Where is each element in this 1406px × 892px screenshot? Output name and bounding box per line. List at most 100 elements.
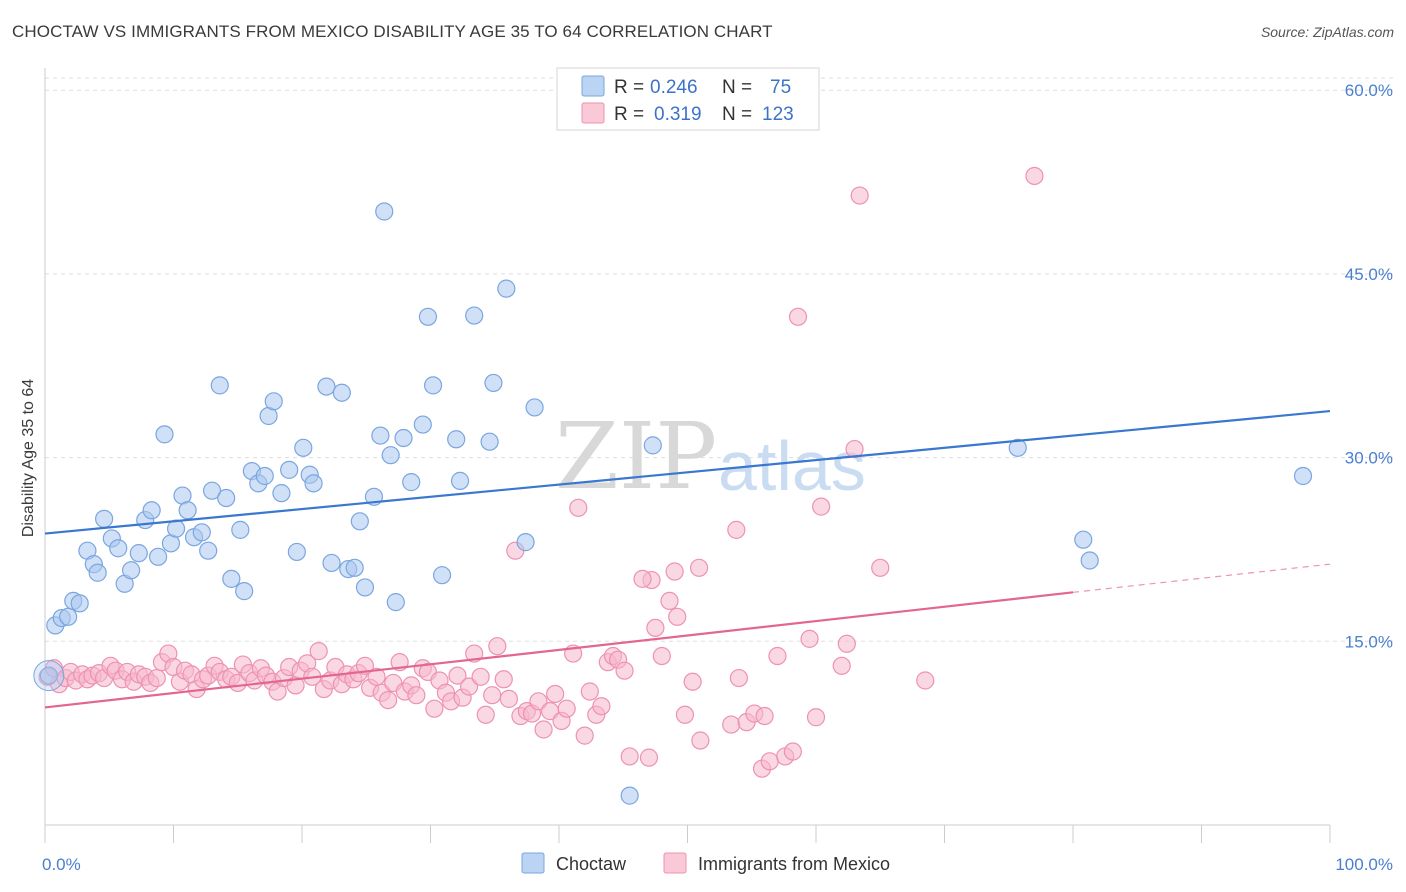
choctaw-point-55 <box>402 473 421 492</box>
choctaw-point-42 <box>304 474 323 493</box>
choctaw-point-72 <box>1074 530 1093 549</box>
choctaw-point-54 <box>394 428 413 448</box>
legend-r-label-1: R = <box>614 77 644 98</box>
mexico-point-123 <box>633 569 652 588</box>
choctaw-point-56 <box>413 415 432 434</box>
choctaw-point-9 <box>95 509 114 528</box>
choctaw-point-48 <box>350 512 369 531</box>
bottom-legend-swatch-mexico <box>663 852 687 874</box>
mexico-point-78 <box>488 637 507 656</box>
choctaw-point-67 <box>525 398 544 417</box>
mexico-point-100 <box>615 661 634 680</box>
y-axis-label: Disability Age 35 to 64 <box>20 379 37 537</box>
mexico-point-102 <box>639 748 659 767</box>
mexico-point-73 <box>459 677 479 696</box>
mexico-point-125 <box>727 520 746 539</box>
legend-swatch-choctaw <box>581 75 605 97</box>
choctaw-point-66 <box>516 533 535 552</box>
bottom-legend-label-mexico: Immigrants from Mexico <box>698 854 890 874</box>
choctaw-point-45 <box>332 383 351 402</box>
choctaw-point-29 <box>222 569 241 588</box>
choctaw-point-71 <box>1008 438 1027 457</box>
mexico-point-96 <box>592 697 611 716</box>
choctaw-point-11 <box>109 539 128 558</box>
mexico-point-109 <box>691 731 710 750</box>
mexico-point-134 <box>850 186 869 205</box>
chart-title: CHOCTAW VS IMMIGRANTS FROM MEXICO DISABI… <box>12 22 773 41</box>
choctaw-point-37 <box>272 484 291 503</box>
mexico-point-127 <box>665 562 684 581</box>
mexico-point-67 <box>425 699 444 718</box>
x-tick-label-1: 100.0% <box>1335 855 1393 874</box>
mexico-point-59 <box>378 690 398 710</box>
axes <box>44 68 1331 843</box>
choctaw-point-58 <box>423 376 443 395</box>
mexico-point-94 <box>580 682 599 701</box>
mexico-point-105 <box>660 591 679 611</box>
mexico-point-93 <box>575 726 594 745</box>
mexico-point-106 <box>668 607 687 626</box>
choctaw-point-large <box>33 660 65 692</box>
y-tick-label-2: 45.0% <box>1345 265 1393 284</box>
trend-lines <box>44 409 1331 709</box>
trend-line-mexico <box>44 591 1074 709</box>
choctaw-point-28 <box>217 488 236 508</box>
mexico-point-79 <box>494 670 513 689</box>
choctaw-point-57 <box>418 307 438 326</box>
mexico-point-122 <box>837 634 856 653</box>
choctaw-point-30 <box>231 520 250 539</box>
choctaw-point-27 <box>210 376 229 395</box>
choctaw-point-49 <box>355 578 375 597</box>
choctaw-point-44 <box>322 553 341 573</box>
choctaw-point-22 <box>178 501 197 520</box>
legend-n-value-2: 123 <box>762 104 794 125</box>
choctaw-point-31 <box>235 582 254 601</box>
mexico-point-118 <box>783 742 802 761</box>
choctaw-point-52 <box>381 446 400 465</box>
choctaw-point-64 <box>484 373 503 393</box>
mexico-point-75 <box>471 667 490 686</box>
y-tick-label-0: 15.0% <box>1345 632 1393 651</box>
choctaw-point-16 <box>142 501 161 520</box>
mexico-point-92 <box>569 498 588 517</box>
choctaw-point-0 <box>39 666 58 685</box>
mexico-point-64 <box>407 686 426 705</box>
choctaw-point-38 <box>280 460 299 479</box>
mexico-point-124 <box>689 558 709 577</box>
mexico-point-101 <box>620 747 639 766</box>
y-tick-label-1: 30.0% <box>1345 449 1393 468</box>
choctaw-point-36 <box>264 392 283 411</box>
trend-line-mexico-extension <box>1072 563 1331 593</box>
choctaw-point-39 <box>287 542 306 562</box>
mexico-point-119 <box>800 629 819 648</box>
legend-r-label-2: R = <box>614 104 644 125</box>
legend-n-value-1: 75 <box>770 77 791 98</box>
choctaw-point-40 <box>294 438 313 457</box>
x-tick-label-0: 0.0% <box>42 855 81 874</box>
series-choctaw <box>33 202 1313 805</box>
watermark-zip: ZIP <box>555 403 717 510</box>
choctaw-point-51 <box>371 426 390 445</box>
source-label: Source: ZipAtlas.com <box>1260 24 1394 40</box>
mexico-point-116 <box>768 646 787 666</box>
mexico-point-135 <box>1025 166 1044 186</box>
choctaw-point-65 <box>497 279 516 298</box>
choctaw-point-62 <box>465 306 484 325</box>
mexico-point-115 <box>760 752 779 771</box>
mexico-point-80 <box>499 689 518 708</box>
mexico-point-108 <box>683 672 702 691</box>
mexico-point-76 <box>476 705 495 724</box>
y-tick-label-3: 60.0% <box>1345 81 1393 100</box>
choctaw-point-73 <box>1080 551 1099 570</box>
choctaw-point-25 <box>199 541 218 560</box>
choctaw-point-61 <box>450 471 470 490</box>
mexico-point-47 <box>309 642 328 661</box>
choctaw-point-14 <box>129 544 148 563</box>
legend-n-label-1: N = <box>722 77 752 98</box>
choctaw-point-13 <box>121 561 141 580</box>
mexico-point-107 <box>675 705 695 724</box>
bottom-legend-swatch-choctaw <box>521 852 545 874</box>
mexico-point-77 <box>483 686 502 705</box>
choctaw-point-5 <box>70 594 89 613</box>
choctaw-point-24 <box>192 523 211 542</box>
